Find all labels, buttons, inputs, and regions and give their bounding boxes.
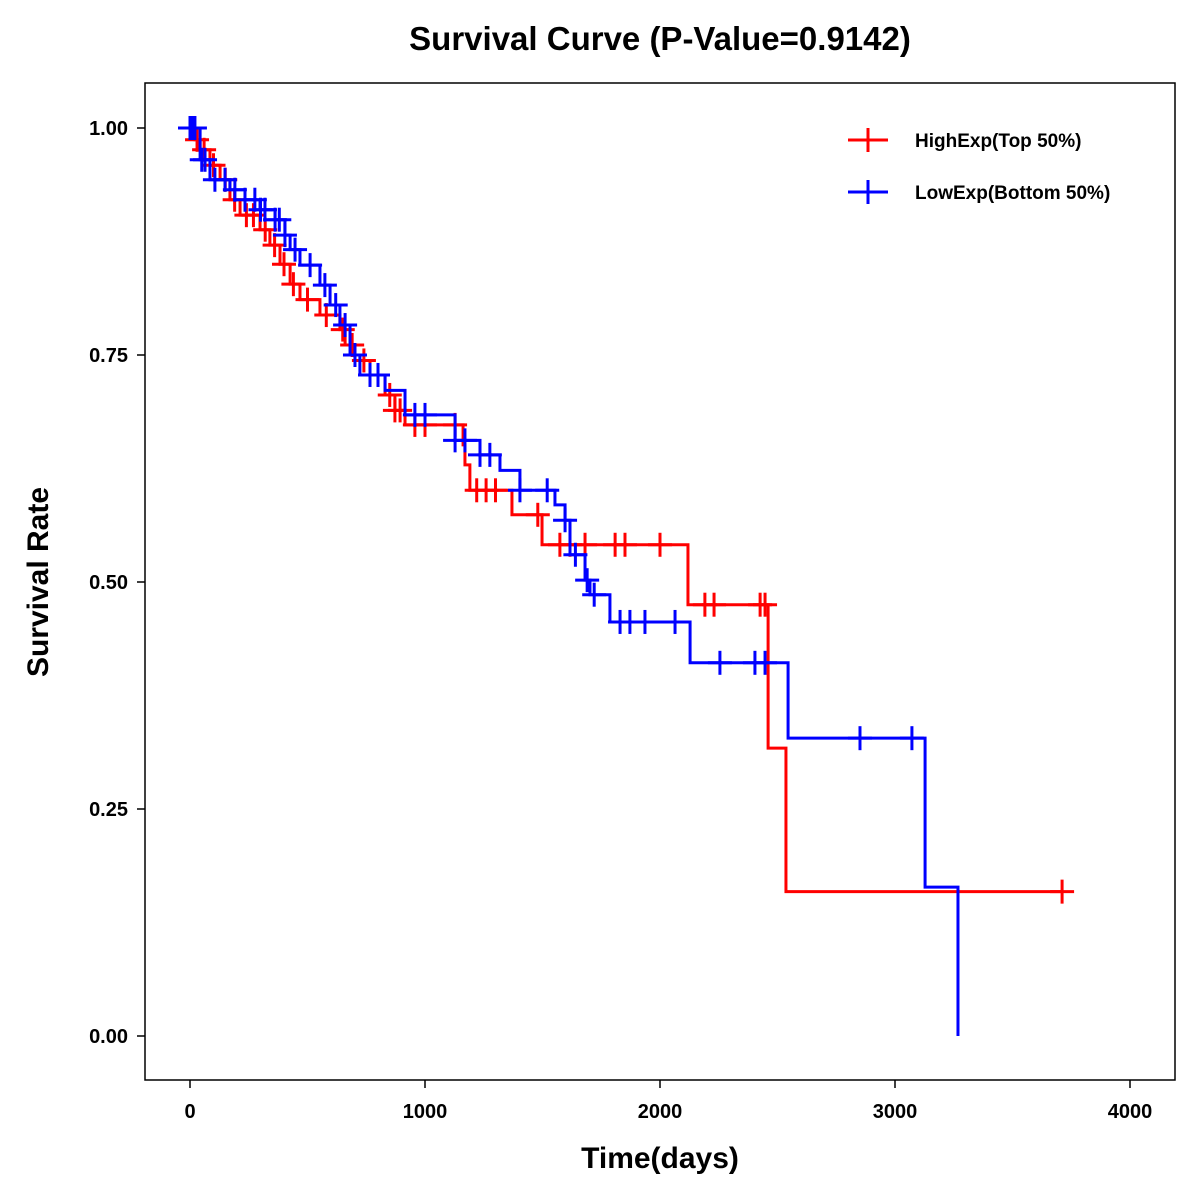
censor-mark [193,147,218,172]
censor-mark [295,287,320,312]
censor-mark [753,650,778,675]
censor-mark [222,177,247,202]
censor-mark [632,609,657,634]
y-tick-label: 0.75 [89,345,128,367]
censor-mark [281,272,306,297]
censor-mark [298,253,323,278]
censor-mark [272,223,297,248]
x-axis-label: Time(days) [581,1142,739,1175]
censor-mark [612,532,637,557]
censor-mark [563,542,588,567]
censor-mark [575,568,600,593]
censor-mark [182,116,207,140]
censor-mark [452,428,477,453]
censor-mark [702,592,727,617]
x-tick-label: 4000 [1108,1101,1153,1123]
censor-mark [342,343,367,367]
censor-mark [377,382,402,407]
censor-mark [1050,879,1075,904]
legend-label-high: HighExp(Top 50%) [915,131,1081,152]
x-tick-label: 3000 [873,1101,918,1123]
censor-mark [366,362,390,387]
censor-mark [272,252,296,277]
x-tick-label: 1000 [403,1101,448,1123]
series-high [179,116,1075,904]
y-tick-label: 0.50 [89,572,128,594]
series-low [178,116,960,1036]
legend: HighExp(Top 50%) LowExp(Bottom 50%) [848,128,1110,204]
censor-mark [477,442,502,467]
censor-mark [283,237,308,262]
censor-mark [262,233,287,258]
plot-frame [144,82,1176,1081]
censor-mark [535,478,560,503]
censor-mark [753,592,778,617]
censor-mark [483,478,508,503]
y-tick-label: 1.00 [89,118,128,140]
censor-mark [333,313,358,338]
censor-mark [573,532,598,557]
censor-mark [252,197,277,222]
censor-mark [323,293,348,318]
censor-mark [507,478,532,503]
censor-mark [388,398,413,423]
censor-mark [413,402,437,427]
y-axis-label: Survival Rate [22,487,55,677]
censor-mark [847,726,872,751]
x-tick-label: 2000 [638,1101,683,1123]
survival-curve [190,126,1063,894]
legend-label-low: LowExp(Bottom 50%) [915,183,1110,204]
censor-mark [553,508,578,533]
x-tick-label: 0 [184,1101,195,1123]
censor-mark [340,333,365,358]
censor-mark [267,207,292,232]
censor-mark [242,187,267,212]
chart-title: Survival Curve (P-Value=0.9142) [409,20,911,57]
censor-mark [663,609,688,634]
censor-mark [312,273,337,298]
censor-mark [648,532,672,557]
censor-mark [525,502,550,527]
censor-mark [213,167,238,192]
y-tick-label: 0.00 [89,1026,128,1048]
censor-mark [582,582,607,607]
censor-mark [899,726,924,751]
y-tick-label: 0.25 [89,799,128,821]
censor-mark [707,650,732,675]
